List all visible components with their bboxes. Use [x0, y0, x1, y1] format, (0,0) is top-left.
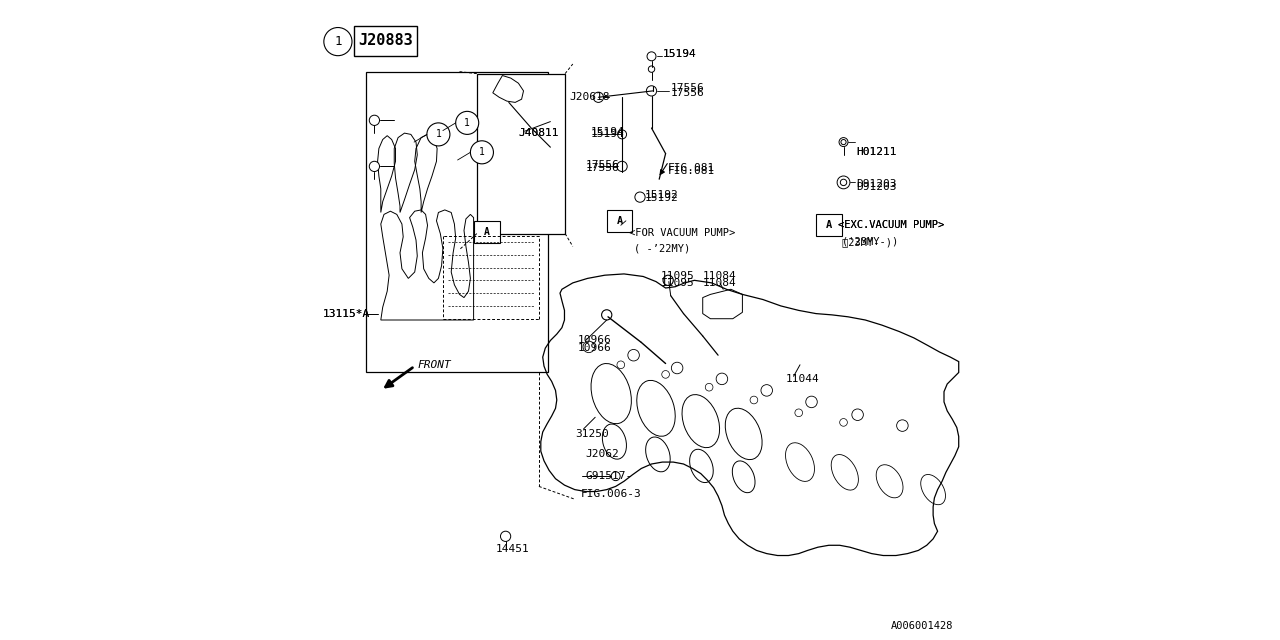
Circle shape — [617, 130, 627, 139]
Text: FIG.081: FIG.081 — [668, 163, 714, 173]
Text: J2062: J2062 — [585, 449, 620, 460]
Text: 1: 1 — [435, 129, 442, 140]
Text: 15192: 15192 — [645, 193, 678, 204]
Circle shape — [646, 86, 657, 96]
Circle shape — [500, 531, 511, 541]
Text: J40811: J40811 — [518, 128, 559, 138]
Text: <FOR VACUUM PUMP>: <FOR VACUUM PUMP> — [630, 228, 736, 238]
Text: ( -’22MY): ( -’22MY) — [634, 243, 690, 253]
Text: H01211: H01211 — [856, 147, 897, 157]
Text: 1: 1 — [479, 147, 485, 157]
Text: 10966: 10966 — [577, 335, 611, 346]
Text: 23MY- ): 23MY- ) — [842, 237, 892, 247]
Text: 17556: 17556 — [585, 160, 620, 170]
Text: 15192: 15192 — [645, 190, 678, 200]
Text: J20883: J20883 — [358, 33, 412, 49]
Circle shape — [456, 111, 479, 134]
Bar — [817, 214, 842, 236]
Text: H01211: H01211 — [856, 147, 897, 157]
Circle shape — [324, 28, 352, 56]
Bar — [477, 74, 566, 234]
Circle shape — [617, 161, 627, 172]
Text: 11084: 11084 — [703, 271, 736, 282]
Circle shape — [750, 396, 758, 404]
Text: A006001428: A006001428 — [891, 621, 954, 631]
Circle shape — [896, 420, 909, 431]
Circle shape — [646, 52, 657, 61]
Circle shape — [837, 176, 850, 189]
Text: <EXC.VACUUM PUMP>: <EXC.VACUUM PUMP> — [838, 220, 945, 230]
Text: A: A — [617, 216, 622, 226]
Text: 11044: 11044 — [786, 374, 819, 384]
Circle shape — [471, 141, 494, 164]
Text: ('23MY- ): ('23MY- ) — [842, 237, 897, 247]
Text: 10966: 10966 — [577, 343, 611, 353]
Text: 15194: 15194 — [663, 49, 696, 59]
Circle shape — [840, 138, 849, 147]
Bar — [475, 221, 500, 243]
Circle shape — [635, 192, 645, 202]
Text: FIG.006-3: FIG.006-3 — [581, 489, 641, 499]
Circle shape — [672, 362, 684, 374]
Circle shape — [840, 419, 847, 426]
Text: 31250: 31250 — [575, 429, 608, 439]
Circle shape — [648, 66, 655, 72]
Text: 1: 1 — [465, 118, 470, 128]
Text: 11084: 11084 — [703, 278, 736, 288]
Circle shape — [369, 115, 379, 125]
Circle shape — [369, 161, 379, 172]
Circle shape — [663, 275, 673, 285]
Text: FRONT: FRONT — [417, 360, 452, 370]
Circle shape — [760, 385, 773, 396]
Circle shape — [617, 361, 625, 369]
Text: G91517-: G91517- — [585, 471, 632, 481]
Circle shape — [628, 349, 640, 361]
Circle shape — [806, 396, 818, 408]
Circle shape — [705, 383, 713, 391]
Text: 13115*A: 13115*A — [323, 308, 370, 319]
Circle shape — [428, 123, 451, 146]
Circle shape — [584, 341, 594, 353]
Text: 1: 1 — [334, 35, 342, 48]
Circle shape — [662, 371, 669, 378]
Circle shape — [852, 409, 864, 420]
Bar — [607, 210, 632, 232]
Text: FIG.081: FIG.081 — [668, 166, 714, 176]
Text: D91203: D91203 — [856, 182, 897, 192]
Text: 15194: 15194 — [591, 129, 625, 140]
Text: 15194: 15194 — [663, 49, 696, 59]
Text: 11095: 11095 — [660, 278, 694, 288]
Text: J20618: J20618 — [570, 92, 611, 102]
Text: 17556: 17556 — [671, 83, 704, 93]
Text: D91203: D91203 — [856, 179, 897, 189]
Circle shape — [602, 310, 612, 320]
Text: 17556: 17556 — [671, 88, 704, 99]
Circle shape — [841, 140, 846, 145]
Bar — [366, 72, 549, 372]
Text: A: A — [826, 220, 832, 230]
Bar — [353, 26, 417, 56]
Circle shape — [594, 92, 604, 102]
Text: 11095: 11095 — [660, 271, 694, 282]
Text: 17556: 17556 — [585, 163, 620, 173]
Circle shape — [795, 409, 803, 417]
Text: 15194: 15194 — [591, 127, 625, 137]
Circle shape — [717, 373, 728, 385]
Text: J40811: J40811 — [518, 128, 559, 138]
Text: 14451: 14451 — [497, 544, 530, 554]
Text: <EXC.VACUUM PUMP>: <EXC.VACUUM PUMP> — [838, 220, 945, 230]
Text: 13115*A: 13115*A — [323, 308, 370, 319]
Text: A: A — [484, 227, 490, 237]
Circle shape — [840, 179, 847, 186]
Circle shape — [612, 472, 621, 481]
